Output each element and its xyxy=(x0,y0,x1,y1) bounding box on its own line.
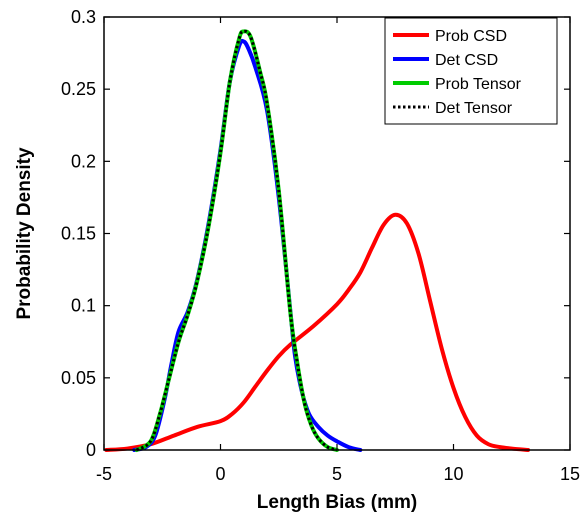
x-tick-labels: -5 0 5 10 15 xyxy=(96,464,580,484)
y-tick-labels: 0 0.05 0.1 0.15 0.2 0.25 0.3 xyxy=(61,7,96,460)
legend-label-prob-tensor: Prob Tensor xyxy=(435,76,522,93)
y-tick-label: 0.2 xyxy=(71,151,96,171)
x-tick-label: 10 xyxy=(443,464,463,484)
y-axis-title: Probability Density xyxy=(14,147,35,320)
legend-label-prob-csd: Prob CSD xyxy=(435,28,507,45)
series-line-prob-csd xyxy=(104,212,531,452)
legend: Prob CSD Det CSD Prob Tensor Det Tensor xyxy=(384,17,558,125)
x-tick-label: 0 xyxy=(215,464,225,484)
x-axis-title: Length Bias (mm) xyxy=(257,492,417,513)
y-tick-label: 0.1 xyxy=(71,296,96,316)
x-tick-label: -5 xyxy=(96,464,112,484)
y-tick-label: 0.3 xyxy=(71,7,96,27)
x-tick-label: 5 xyxy=(332,464,342,484)
x-tick-label: 15 xyxy=(560,464,580,484)
series-line-prob-tensor xyxy=(134,29,339,452)
plot-lines xyxy=(104,29,531,452)
y-tick-label: 0 xyxy=(86,440,96,460)
y-tick-label: 0.15 xyxy=(61,224,96,244)
legend-label-det-tensor: Det Tensor xyxy=(435,100,513,117)
y-tick-label: 0.25 xyxy=(61,79,96,99)
y-tick-label: 0.05 xyxy=(61,368,96,388)
legend-label-det-csd: Det CSD xyxy=(435,52,498,69)
series-line-det-tensor xyxy=(135,29,338,452)
